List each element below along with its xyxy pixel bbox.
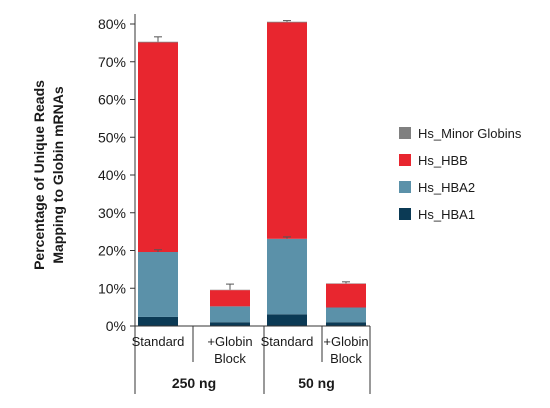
bar-hs-hbb <box>138 42 178 252</box>
x-tick-label: +Globin <box>323 334 368 349</box>
bar-hs-minor-globins <box>267 22 307 23</box>
y-tick-label: 40% <box>98 167 126 183</box>
x-tick-label: Standard <box>132 334 185 349</box>
y-tick-label: 70% <box>98 54 126 70</box>
x-tick-label: Block <box>330 351 362 366</box>
bar-hs-hba2 <box>326 308 366 323</box>
legend-label: Hs_Minor Globins <box>418 126 522 141</box>
bar-hs-hbb <box>210 290 250 306</box>
group-label: 50 ng <box>298 375 335 391</box>
legend-swatch <box>399 127 411 139</box>
bar-hs-hba1 <box>267 314 307 326</box>
x-tick-label: +Globin <box>207 334 252 349</box>
bar-hs-hbb <box>267 22 307 238</box>
legend-swatch <box>399 208 411 220</box>
legend-swatch <box>399 181 411 193</box>
x-tick-label: Standard <box>261 334 314 349</box>
bar-hs-hba2 <box>138 252 178 317</box>
bar-hs-hba1 <box>210 322 250 326</box>
legend-label: Hs_HBB <box>418 153 468 168</box>
y-tick-label: 30% <box>98 205 126 221</box>
y-axis-label-line: Mapping to Globin mRNAs <box>50 86 66 264</box>
group-label: 250 ng <box>172 375 216 391</box>
bar-hs-hba2 <box>210 306 250 322</box>
bar-hs-hba1 <box>326 322 366 326</box>
bar-hs-minor-globins <box>138 42 178 43</box>
y-tick-label: 50% <box>98 129 126 145</box>
legend-label: Hs_HBA1 <box>418 207 475 222</box>
legend-label: Hs_HBA2 <box>418 180 475 195</box>
y-tick-label: 20% <box>98 243 126 259</box>
y-axis-label-line: Percentage of Unique Reads <box>31 80 47 270</box>
bar-hs-hbb <box>326 284 366 308</box>
y-tick-label: 80% <box>98 16 126 32</box>
y-tick-label: 60% <box>98 92 126 108</box>
legend-swatch <box>399 154 411 166</box>
y-tick-label: 10% <box>98 280 126 296</box>
bar-hs-hba1 <box>138 317 178 326</box>
y-tick-label: 0% <box>106 318 126 334</box>
x-tick-label: Block <box>214 351 246 366</box>
bar-hs-hba2 <box>267 239 307 314</box>
